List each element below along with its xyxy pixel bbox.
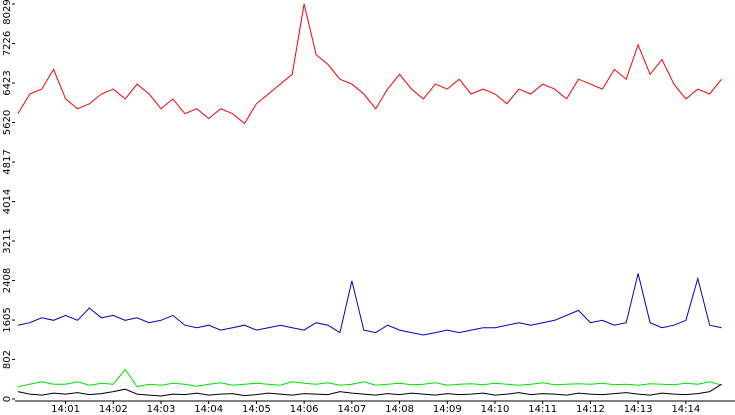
x-tick-label: 14:12 xyxy=(576,404,605,415)
series-line xyxy=(17,273,722,336)
x-tick-label: 14:08 xyxy=(385,404,414,415)
y-tick-label: 4817 xyxy=(2,149,13,174)
y-tick-label: 802 xyxy=(2,350,13,369)
y-tick-label: 8029 xyxy=(2,0,13,25)
y-tick-label: 4014 xyxy=(2,189,13,214)
y-tick-label: 5620 xyxy=(2,110,13,135)
x-tick-label: 14:07 xyxy=(337,404,366,415)
x-tick-label: 14:02 xyxy=(99,404,128,415)
x-tick-label: 14:10 xyxy=(481,404,510,415)
x-tick-label: 14:03 xyxy=(147,404,176,415)
y-tick-label: 0 xyxy=(2,396,13,402)
x-tick-label: 14:06 xyxy=(290,404,319,415)
x-tick-label: 14:05 xyxy=(242,404,271,415)
y-tick-label: 2408 xyxy=(2,268,13,293)
y-tick-label: 7226 xyxy=(2,31,13,56)
x-tick-label: 14:14 xyxy=(671,404,700,415)
series-line xyxy=(17,368,722,388)
series-line xyxy=(17,383,722,397)
x-tick-label: 14:04 xyxy=(194,404,223,415)
x-tick-label: 14:11 xyxy=(528,404,557,415)
y-tick-label: 3211 xyxy=(2,228,13,253)
y-tick-label: 6423 xyxy=(2,70,13,95)
series-line xyxy=(17,3,722,125)
x-tick-label: 14:09 xyxy=(433,404,462,415)
x-tick-label: 14:13 xyxy=(624,404,653,415)
x-tick-label: 14:01 xyxy=(51,404,80,415)
y-tick-label: 1605 xyxy=(2,307,13,332)
